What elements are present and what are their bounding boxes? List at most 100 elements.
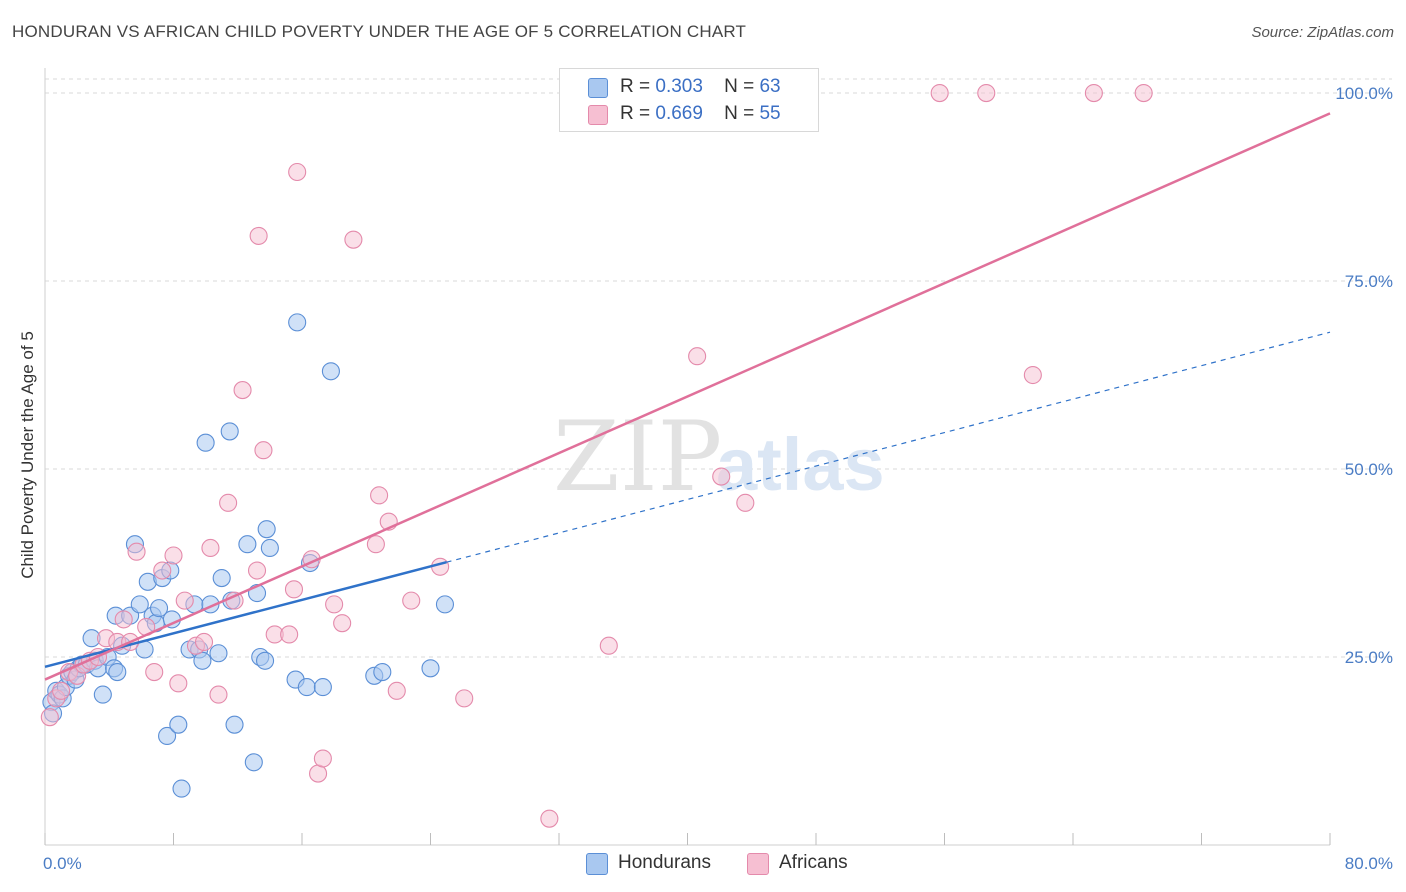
bottom-hondurans-label: Hondurans (618, 852, 711, 873)
african-point-42 (387, 681, 406, 700)
bottom-hondurans-swatch (586, 853, 608, 875)
african-point-43 (402, 591, 421, 610)
honduran-point-47 (244, 753, 263, 772)
honduran-point-54 (288, 313, 307, 332)
honduran-point-58 (321, 362, 340, 381)
honduran-point-30 (158, 726, 177, 746)
honduran-point-33 (169, 715, 188, 734)
stats-legend: R = 0.303 N = 63 R = 0.669 N = 55 (559, 68, 819, 132)
honduran-point-41 (209, 644, 228, 663)
african-point-37 (333, 614, 352, 633)
watermark-atlas: atlas (716, 423, 885, 506)
africans-r-value: 0.669 (655, 103, 703, 124)
hondurans-r-label: R = (620, 76, 651, 97)
african-point-18 (175, 591, 194, 610)
africans-n-value: 55 (759, 103, 781, 124)
africans-r-label: R = (620, 103, 651, 124)
legend-africans-text: R = 0.669 N = 55 (620, 103, 781, 125)
x-tick-label-1: 80.0% (1345, 854, 1393, 873)
african-point-53 (1023, 365, 1042, 385)
y-tick-label-0: 25.0% (1345, 648, 1393, 667)
honduran-point-43 (220, 422, 239, 441)
y-axis-label: Child Poverty Under the Age of 5 (18, 331, 37, 579)
african-point-47 (599, 636, 618, 655)
y-tick-label-2: 75.0% (1345, 272, 1393, 291)
honduran-point-39 (196, 433, 215, 452)
honduran-point-61 (421, 659, 440, 678)
african-point-17 (169, 674, 188, 693)
african-point-50 (736, 493, 755, 512)
african-point-25 (233, 381, 252, 400)
honduran-point-57 (313, 678, 332, 697)
honduran-point-28 (149, 599, 169, 618)
honduran-point-45 (225, 715, 244, 734)
african-point-32 (288, 162, 307, 182)
african-point-0 (40, 708, 59, 727)
africans-points (40, 83, 1153, 828)
honduran-point-51 (257, 520, 276, 539)
african-point-2 (52, 681, 71, 700)
bottom-africans-swatch (747, 853, 769, 875)
african-point-23 (219, 493, 238, 512)
honduran-point-18 (108, 662, 127, 682)
african-point-52 (977, 83, 996, 103)
african-point-55 (1134, 83, 1153, 103)
african-point-16 (164, 546, 183, 565)
honduran-point-52 (260, 538, 279, 558)
honduran-point-50 (256, 651, 275, 670)
african-point-10 (114, 610, 133, 629)
african-point-27 (249, 226, 268, 245)
honduran-point-38 (193, 651, 212, 670)
y-tick-label-1: 50.0% (1345, 460, 1393, 479)
honduran-point-15 (93, 685, 112, 704)
african-point-36 (325, 595, 344, 614)
africans-trend (44, 112, 1331, 681)
african-point-46 (540, 809, 559, 828)
africans-swatch (588, 105, 608, 125)
african-point-49 (712, 467, 731, 486)
african-point-31 (284, 580, 304, 599)
hondurans-swatch (588, 78, 608, 98)
watermark: ZIP atlas (553, 401, 885, 513)
african-point-48 (688, 347, 707, 366)
y-tick-label-3: 100.0% (1335, 84, 1393, 103)
african-point-20 (194, 632, 214, 652)
africans-n-label: N = (724, 103, 755, 124)
honduran-point-34 (172, 779, 191, 798)
african-point-45 (455, 689, 474, 708)
bottom-africans-label: Africans (779, 852, 848, 873)
african-point-40 (370, 486, 389, 505)
honduran-point-42 (212, 569, 231, 588)
african-point-34 (309, 764, 328, 783)
legend-hondurans-text: R = 0.303 N = 63 (620, 76, 781, 98)
honduran-point-23 (130, 595, 149, 614)
african-point-21 (201, 538, 220, 558)
hondurans-trend-solid (44, 561, 447, 668)
african-point-38 (344, 230, 363, 249)
african-point-12 (127, 542, 146, 561)
trend-lines (44, 112, 1331, 681)
african-point-51 (930, 83, 949, 103)
hondurans-n-value: 63 (759, 76, 781, 97)
african-point-26 (247, 561, 267, 580)
african-point-22 (209, 685, 228, 704)
honduran-point-46 (238, 535, 257, 554)
source-label: Source: ZipAtlas.com (1251, 24, 1394, 41)
honduran-point-60 (373, 662, 392, 682)
grid-lines (45, 78, 1392, 658)
african-point-15 (153, 561, 172, 580)
x-tick-label-0: 0.0% (43, 854, 82, 873)
african-point-28 (254, 441, 273, 460)
hondurans-n-label: N = (724, 76, 755, 97)
chart-title: HONDURAN VS AFRICAN CHILD POVERTY UNDER … (12, 22, 747, 41)
african-point-14 (145, 662, 164, 682)
african-point-54 (1084, 83, 1103, 103)
african-point-35 (313, 749, 332, 768)
tick-labels: 25.0% 50.0% 75.0% 100.0% 0.0% 80.0% (43, 84, 1393, 873)
hondurans-trend-dashed (446, 331, 1331, 563)
hondurans-r-value: 0.303 (655, 76, 703, 97)
honduran-point-62 (435, 595, 455, 614)
african-point-44 (431, 557, 450, 576)
honduran-point-55 (297, 678, 316, 697)
